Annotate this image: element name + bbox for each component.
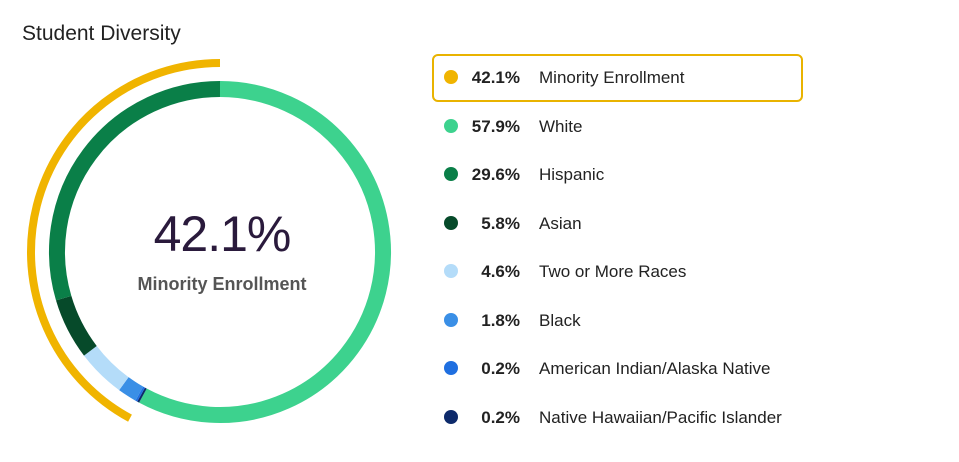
legend-value: 1.8% (481, 310, 520, 330)
center-value: 42.1% (153, 206, 292, 262)
legend-item-asian[interactable]: 5.8% Asian (432, 200, 852, 249)
legend: 42.1% Minority Enrollment 57.9% White 29… (432, 54, 852, 442)
legend-dot-icon (444, 361, 458, 375)
slice-black[interactable] (119, 377, 144, 401)
legend-label: White (539, 116, 583, 136)
legend-item-hispanic[interactable]: 29.6% Hispanic (432, 151, 852, 200)
center-label: Minority Enrollment (137, 274, 307, 294)
legend-dot-icon (444, 167, 458, 181)
legend-item-black[interactable]: 1.8% Black (432, 297, 852, 346)
slice-hispanic[interactable] (49, 81, 221, 301)
legend-dot-icon (444, 264, 458, 278)
slice-minority-enrollment-arc[interactable] (27, 59, 221, 422)
legend-dot-icon (444, 118, 458, 133)
legend-item-american-indian-alaska-native[interactable]: 0.2% American Indian/Alaska Native (432, 345, 852, 394)
legend-item-two-or-more-races[interactable]: 4.6% Two or More Races (432, 248, 852, 297)
slice-white[interactable] (139, 81, 391, 423)
legend-dot-icon (444, 70, 458, 84)
legend-label: Asian (539, 213, 582, 233)
legend-dot-icon (444, 409, 458, 424)
legend-value: 5.8% (481, 213, 520, 233)
legend-label: Native Hawaiian/Pacific Islander (539, 407, 782, 427)
legend-item-white[interactable]: 57.9% White (432, 103, 852, 152)
legend-value: 4.6% (481, 262, 520, 281)
slice-asian[interactable] (55, 295, 97, 356)
legend-value: 42.1% (471, 68, 520, 87)
donut-chart (27, 59, 391, 423)
legend-value: 57.9% (471, 116, 520, 136)
legend-item-minority-enrollment[interactable]: 42.1% Minority Enrollment (432, 54, 852, 103)
slice-american-indian-alaska-native[interactable] (135, 386, 145, 402)
legend-label: Minority Enrollment (539, 68, 685, 87)
legend-item-native-hawaiian-pacific-islander[interactable]: 0.2% Native Hawaiian/Pacific Islander (432, 394, 852, 443)
legend-value: 0.2% (481, 407, 520, 427)
legend-dot-icon (444, 312, 458, 327)
legend-highlight-box (432, 54, 803, 102)
slice-two-or-more-races[interactable] (83, 345, 129, 391)
legend-label: Hispanic (539, 165, 605, 184)
legend-value: 29.6% (471, 165, 520, 184)
slice-native-hawaiian-pacific-islander[interactable] (137, 387, 147, 403)
legend-label: Black (539, 310, 581, 330)
chart-title: Student Diversity (22, 22, 181, 45)
legend-dot-icon (444, 215, 458, 230)
legend-value: 0.2% (481, 359, 520, 378)
legend-label: American Indian/Alaska Native (539, 359, 771, 378)
legend-label: Two or More Races (539, 262, 687, 281)
